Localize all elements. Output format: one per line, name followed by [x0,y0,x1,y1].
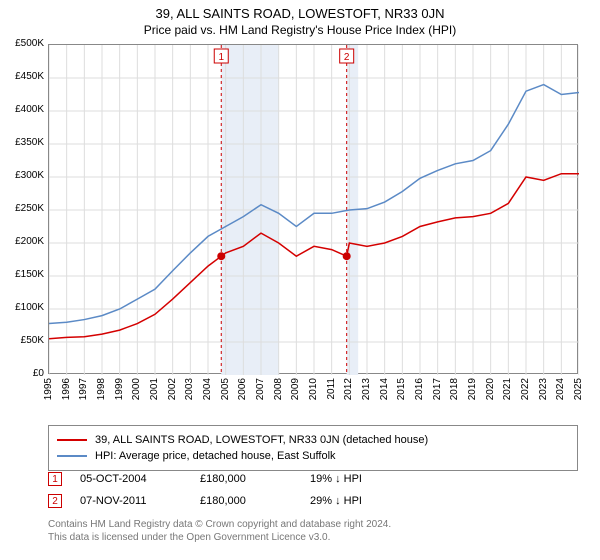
x-tick-label: 2002 [167,378,178,400]
x-tick-label: 2019 [467,378,478,400]
footer-attribution: Contains HM Land Registry data © Crown c… [48,518,578,544]
legend-row: HPI: Average price, detached house, East… [57,448,569,464]
x-tick-label: 2001 [149,378,160,400]
events-table: 1 05-OCT-2004 £180,000 19% ↓ HPI 2 07-NO… [48,468,578,512]
y-tick-label: £450K [4,71,44,82]
legend-label: 39, ALL SAINTS ROAD, LOWESTOFT, NR33 0JN… [95,434,428,446]
y-tick-label: £300K [4,170,44,181]
x-tick-label: 1999 [114,378,125,400]
event-row: 1 05-OCT-2004 £180,000 19% ↓ HPI [48,468,578,490]
chart-container: 39, ALL SAINTS ROAD, LOWESTOFT, NR33 0JN… [0,0,600,560]
footer-line: This data is licensed under the Open Gov… [48,531,578,544]
event-date: 07-NOV-2011 [80,495,200,507]
x-tick-label: 2017 [432,378,443,400]
x-tick-label: 2003 [184,378,195,400]
y-tick-label: £400K [4,104,44,115]
footer-line: Contains HM Land Registry data © Crown c… [48,518,578,531]
event-diff: 19% ↓ HPI [310,473,420,485]
chart-title: 39, ALL SAINTS ROAD, LOWESTOFT, NR33 0JN [0,0,600,21]
chart-plot-area: 12 [48,44,578,374]
event-row: 2 07-NOV-2011 £180,000 29% ↓ HPI [48,490,578,512]
svg-text:1: 1 [218,52,224,63]
event-diff: 29% ↓ HPI [310,495,420,507]
x-tick-label: 1998 [96,378,107,400]
x-tick-label: 1997 [78,378,89,400]
x-tick-label: 2013 [361,378,372,400]
event-date: 05-OCT-2004 [80,473,200,485]
y-tick-label: £350K [4,137,44,148]
x-tick-label: 2020 [485,378,496,400]
x-tick-label: 2004 [202,378,213,400]
x-tick-label: 2009 [290,378,301,400]
legend-box: 39, ALL SAINTS ROAD, LOWESTOFT, NR33 0JN… [48,425,578,471]
event-price: £180,000 [200,473,310,485]
event-marker-icon: 2 [48,494,62,508]
event-marker-icon: 1 [48,472,62,486]
x-tick-label: 2008 [273,378,284,400]
svg-text:2: 2 [344,52,350,63]
x-tick-label: 2023 [538,378,549,400]
x-tick-label: 2024 [555,378,566,400]
event-price: £180,000 [200,495,310,507]
legend-swatch [57,439,87,441]
y-tick-label: £200K [4,236,44,247]
y-tick-label: £0 [4,368,44,379]
x-tick-label: 2015 [396,378,407,400]
x-tick-label: 2022 [520,378,531,400]
x-tick-label: 2007 [255,378,266,400]
x-tick-label: 2010 [308,378,319,400]
x-tick-label: 1995 [43,378,54,400]
x-tick-label: 2014 [379,378,390,400]
x-tick-label: 2011 [326,378,337,400]
x-tick-label: 2016 [414,378,425,400]
legend-label: HPI: Average price, detached house, East… [95,450,336,462]
chart-svg: 12 [49,45,579,375]
x-tick-label: 2021 [502,378,513,400]
chart-subtitle: Price paid vs. HM Land Registry's House … [0,21,600,41]
x-tick-label: 2012 [343,378,354,400]
legend-swatch [57,455,87,457]
y-tick-label: £50K [4,335,44,346]
y-tick-label: £150K [4,269,44,280]
x-tick-label: 2025 [573,378,584,400]
y-tick-label: £250K [4,203,44,214]
x-tick-label: 2005 [220,378,231,400]
y-tick-label: £500K [4,38,44,49]
x-tick-label: 2000 [131,378,142,400]
y-tick-label: £100K [4,302,44,313]
legend-row: 39, ALL SAINTS ROAD, LOWESTOFT, NR33 0JN… [57,432,569,448]
x-tick-label: 2018 [449,378,460,400]
x-tick-label: 1996 [61,378,72,400]
x-tick-label: 2006 [237,378,248,400]
